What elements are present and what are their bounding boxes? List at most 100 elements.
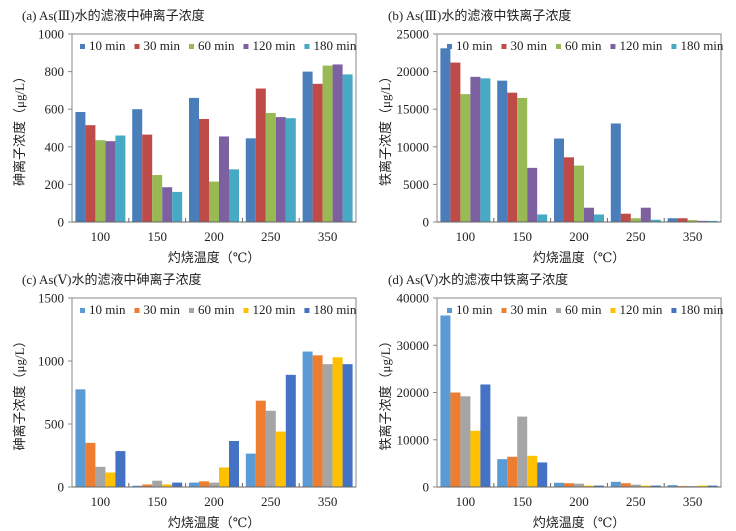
legend-entry: 60 min: [565, 38, 602, 53]
bar-120-min-350: [332, 64, 343, 223]
x-axis-label: 灼烧温度（℃）: [533, 515, 626, 530]
y-axis-label: 砷离子浓度（μg/L）: [12, 70, 27, 186]
chart-title: (d) As(Ⅴ)水的滤液中铁离子浓度: [388, 272, 568, 287]
legend-swatch: [80, 308, 85, 313]
y-tick-label: 10000: [397, 432, 430, 447]
bar-60-min-100: [460, 396, 471, 487]
bar-10-min-100: [440, 315, 451, 487]
legend-entry: 30 min: [510, 302, 547, 317]
x-tick-label: 250: [626, 494, 646, 509]
x-tick-label: 150: [147, 229, 167, 244]
bar-10-min-200: [554, 482, 565, 487]
bar-180-min-100: [115, 451, 126, 487]
y-tick-label: 1000: [38, 27, 64, 42]
bar-10-min-100: [75, 389, 86, 487]
chart-title: (a) As(Ⅲ)水的滤液中砷离子浓度: [22, 8, 205, 23]
y-tick-label: 600: [45, 102, 65, 117]
x-tick-label: 100: [91, 229, 111, 244]
bar-180-min-250: [285, 118, 296, 222]
bar-10-min-350: [302, 351, 313, 487]
x-tick-label: 150: [512, 494, 532, 509]
legend-entry: 180 min: [680, 302, 723, 317]
chart-title: (b) As(Ⅲ)水的滤液中铁离子浓度: [388, 8, 571, 23]
bar-120-min-250: [275, 117, 286, 222]
bar-10-min-150: [497, 80, 508, 223]
y-tick-label: 200: [45, 177, 65, 192]
legend-swatch: [447, 308, 452, 313]
bar-120-min-100: [470, 76, 481, 222]
bar-120-min-150: [162, 187, 173, 222]
bar-60-min-250: [265, 112, 276, 222]
legend-swatch: [243, 44, 249, 49]
x-tick-label: 150: [147, 494, 167, 509]
bar-180-min-100: [115, 135, 126, 222]
bar-10-min-350: [302, 71, 313, 222]
bar-180-min-150: [172, 482, 183, 487]
y-tick-label: 15000: [397, 102, 430, 117]
y-axis-label: 砷离子浓度（μg/L）: [12, 334, 27, 450]
bar-30-min-250: [620, 483, 631, 487]
bar-120-min-350: [332, 357, 343, 487]
bar-120-min-100: [470, 430, 481, 487]
y-tick-label: 400: [45, 139, 65, 154]
bar-120-min-200: [583, 485, 594, 487]
bar-10-min-150: [132, 109, 143, 222]
y-tick-label: 30000: [397, 338, 430, 353]
bar-10-min-200: [189, 97, 200, 222]
legend-swatch: [555, 44, 561, 49]
x-tick-label: 250: [626, 229, 646, 244]
legend-swatch: [671, 308, 677, 313]
bar-60-min-350: [322, 364, 333, 487]
legend-entry: 120 min: [619, 38, 662, 53]
y-tick-label: 5000: [403, 177, 429, 192]
bar-120-min-250: [640, 207, 651, 222]
bar-180-min-150: [537, 462, 548, 487]
x-tick-label: 250: [261, 229, 281, 244]
legend-swatch: [501, 44, 507, 49]
chart-panel-b: (b) As(Ⅲ)水的滤液中铁离子浓度 0 5000 10000 15000 20000 2…: [378, 8, 724, 265]
x-tick-label: 200: [569, 494, 589, 509]
bar-120-min-200: [218, 136, 229, 222]
bar-180-min-200: [593, 485, 604, 487]
bar-180-min-100: [480, 384, 491, 487]
bar-60-min-100: [460, 94, 471, 222]
bar-60-min-150: [152, 480, 163, 487]
bar-30-min-200: [199, 481, 210, 487]
x-tick-label: 200: [569, 229, 589, 244]
bar-10-min-250: [245, 453, 256, 487]
bar-10-min-100: [75, 112, 86, 222]
legend-swatch: [134, 44, 140, 49]
bar-10-min-200: [189, 482, 200, 487]
legend-entry: 30 min: [510, 38, 547, 53]
bar-10-min-250: [610, 481, 621, 487]
x-tick-label: 100: [456, 494, 476, 509]
legend-entry: 60 min: [198, 38, 235, 53]
y-tick-label: 1000: [38, 354, 64, 369]
legend-swatch: [304, 308, 310, 313]
bar-120-min-250: [275, 431, 286, 487]
bar-120-min-350: [697, 485, 708, 487]
x-tick-label: 200: [204, 229, 224, 244]
bar-180-min-200: [228, 169, 239, 222]
bar-60-min-200: [574, 165, 584, 222]
legend-entry: 60 min: [565, 302, 602, 317]
bar-10-min-350: [667, 218, 678, 222]
bar-10-min-350: [667, 485, 678, 487]
x-tick-label: 200: [204, 494, 224, 509]
bar-60-min-250: [265, 410, 276, 487]
bar-180-min-350: [707, 485, 718, 487]
bar-120-min-150: [527, 167, 538, 222]
y-tick-label: 0: [423, 215, 430, 230]
bar-60-min-100: [95, 466, 106, 487]
bar-30-min-350: [312, 83, 323, 222]
bar-30-min-150: [142, 484, 153, 487]
legend-swatch: [134, 308, 140, 313]
chart-panel-d: (d) As(Ⅴ)水的滤液中铁离子浓度 0 10000 20000 30000 40000…: [378, 272, 724, 530]
legend-entry: 60 min: [198, 302, 235, 317]
bar-30-min-200: [199, 118, 210, 222]
bar-10-min-150: [497, 459, 508, 487]
x-tick-label: 350: [318, 229, 338, 244]
bar-30-min-200: [564, 157, 575, 222]
bar-30-min-150: [507, 456, 518, 487]
